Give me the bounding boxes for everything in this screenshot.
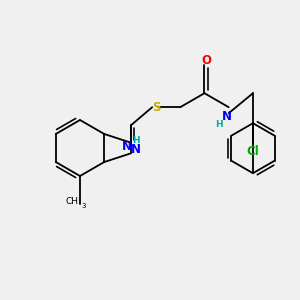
Text: S: S bbox=[152, 101, 160, 114]
Text: 3: 3 bbox=[82, 203, 86, 209]
Text: N: N bbox=[222, 110, 232, 123]
Text: O: O bbox=[202, 54, 212, 67]
Text: H: H bbox=[132, 136, 140, 145]
Text: N: N bbox=[122, 140, 132, 153]
Text: Cl: Cl bbox=[247, 145, 259, 158]
Text: N: N bbox=[131, 143, 141, 156]
Text: H: H bbox=[215, 120, 223, 129]
Text: CH: CH bbox=[65, 196, 79, 206]
